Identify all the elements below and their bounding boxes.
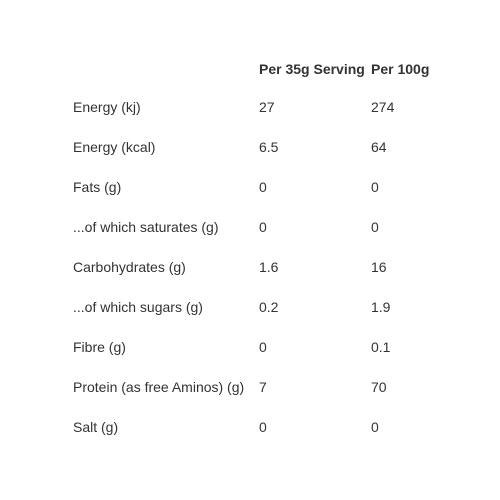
per-100g-value: 0.1 — [371, 339, 391, 355]
table-row: Fats (g) 0 0 — [73, 167, 491, 207]
table-row: Protein (as free Aminos) (g) 7 70 — [73, 367, 491, 407]
per-serving-value: 0 — [259, 219, 267, 235]
nutrient-label: Fats (g) — [73, 179, 122, 195]
per-serving-value: 0 — [259, 179, 267, 195]
table-header-row: Per 35g Serving Per 100g — [73, 58, 491, 80]
nutrient-label: Fibre (g) — [73, 339, 126, 355]
header-nutrient — [73, 58, 259, 80]
header-spacer — [73, 80, 491, 87]
table-row: Salt (g) 0 0 — [73, 407, 491, 447]
per-100g-value: 1.9 — [371, 299, 391, 315]
header-per-100g: Per 100g — [371, 61, 430, 77]
nutrient-label: Salt (g) — [73, 419, 119, 435]
per-serving-value: 0.2 — [259, 299, 279, 315]
nutrient-label: Energy (kcal) — [73, 139, 156, 155]
nutrient-label: ...of which sugars (g) — [73, 299, 203, 315]
per-100g-value: 0 — [371, 419, 379, 435]
nutrient-label: ...of which saturates (g) — [73, 219, 219, 235]
table-row: ...of which saturates (g) 0 0 — [73, 207, 491, 247]
per-100g-value: 0 — [371, 179, 379, 195]
nutrient-label: Carbohydrates (g) — [73, 259, 186, 275]
per-serving-value: 1.6 — [259, 259, 279, 275]
table-row: Energy (kj) 27 274 — [73, 87, 491, 127]
per-serving-value: 7 — [259, 379, 267, 395]
table-row: Carbohydrates (g) 1.6 16 — [73, 247, 491, 287]
per-100g-value: 16 — [371, 259, 387, 275]
table-row: Energy (kcal) 6.5 64 — [73, 127, 491, 167]
table-row: ...of which sugars (g) 0.2 1.9 — [73, 287, 491, 327]
per-serving-value: 0 — [259, 419, 267, 435]
per-100g-value: 64 — [371, 139, 387, 155]
header-per-serving: Per 35g Serving — [259, 61, 365, 77]
per-100g-value: 70 — [371, 379, 387, 395]
per-100g-value: 0 — [371, 219, 379, 235]
nutrient-label: Energy (kj) — [73, 99, 141, 115]
per-serving-value: 6.5 — [259, 139, 279, 155]
per-100g-value: 274 — [371, 99, 395, 115]
per-serving-value: 27 — [259, 99, 275, 115]
per-serving-value: 0 — [259, 339, 267, 355]
table-row: Fibre (g) 0 0.1 — [73, 327, 491, 367]
nutrient-label: Protein (as free Aminos) (g) — [73, 379, 245, 395]
nutrition-table: Per 35g Serving Per 100g Energy (kj) 27 … — [73, 58, 491, 447]
